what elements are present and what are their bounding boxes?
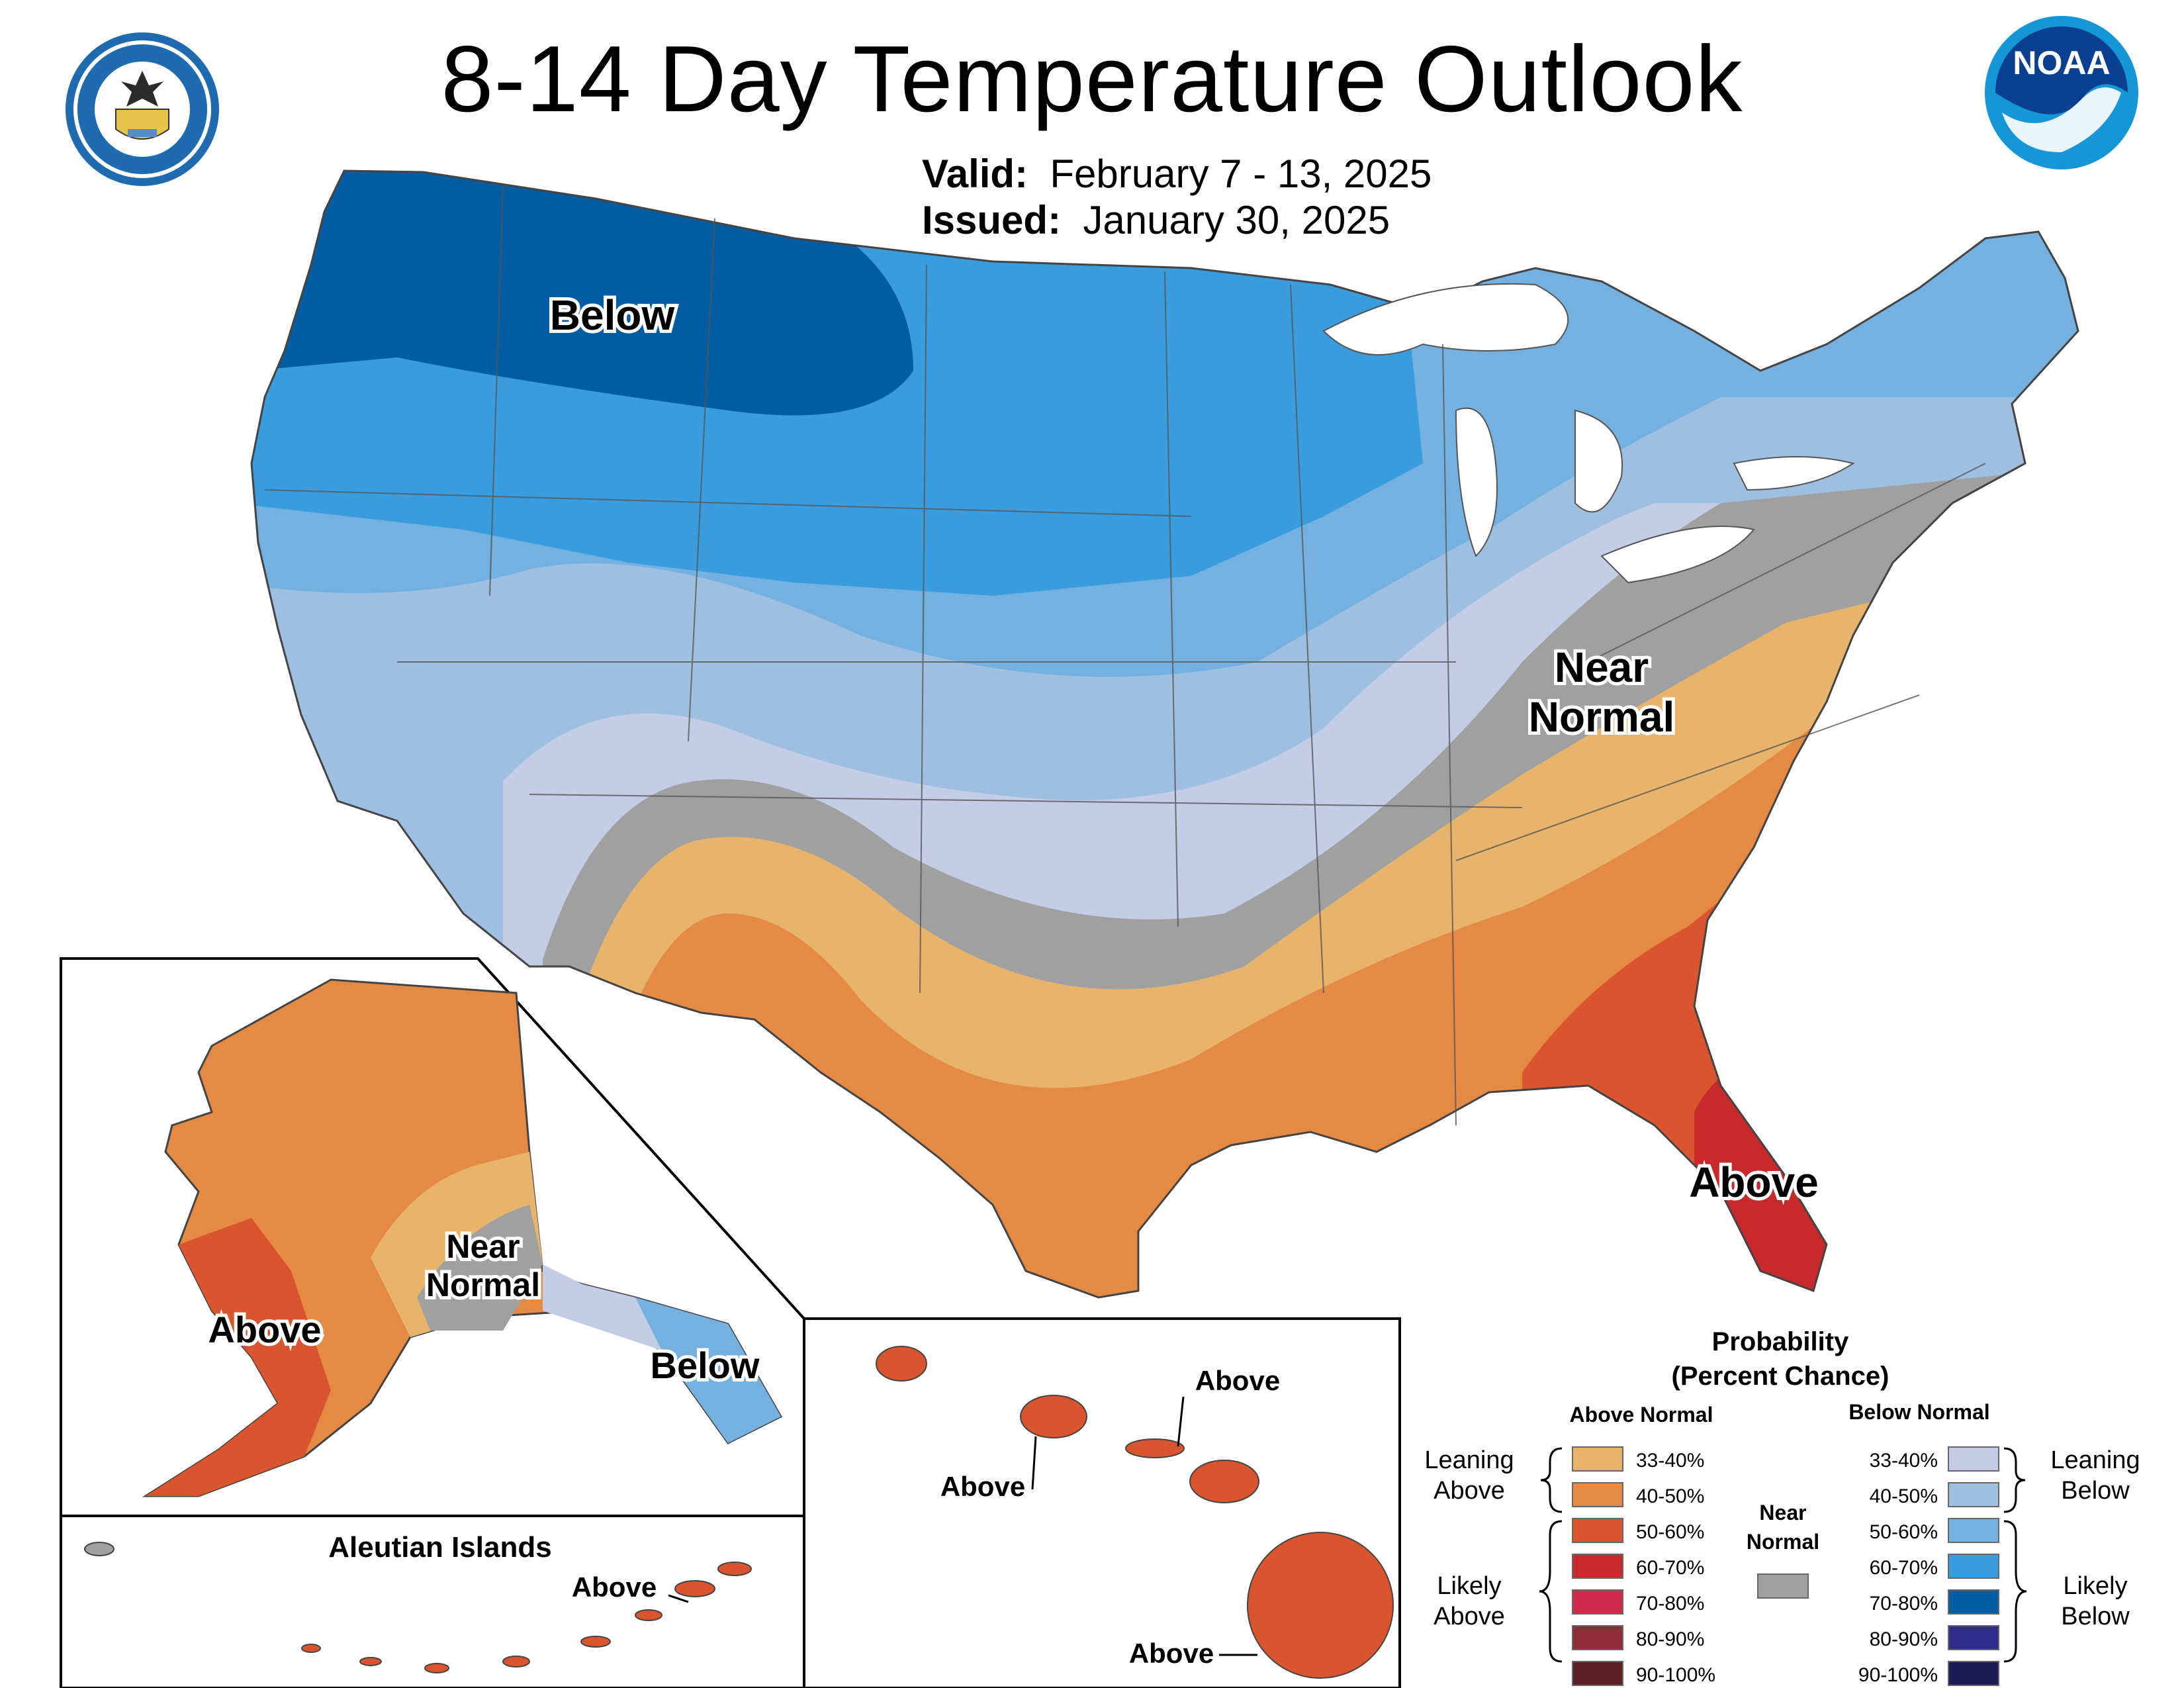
below-legend-label: 60-70% (1870, 1557, 1938, 1579)
below-legend-swatch (1948, 1482, 1999, 1507)
near-normal-line2: Normal (1747, 1530, 1819, 1554)
above-legend-swatch (1572, 1589, 1623, 1615)
page-title: 8-14 Day Temperature Outlook (441, 26, 1743, 132)
below-legend-label: 90-100% (1858, 1664, 1938, 1686)
above-legend-label: 40-50% (1636, 1485, 1704, 1507)
ak-above-label: Above (208, 1309, 321, 1350)
valid-label: Valid: (922, 152, 1028, 196)
below-legend-swatch (1948, 1446, 1999, 1472)
below-legend-label: 80-90% (1870, 1628, 1938, 1650)
likely-below-line2: Below (2061, 1603, 2130, 1630)
below-legend-swatch (1948, 1625, 1999, 1650)
doc-seal-icon (66, 32, 219, 186)
below-normal-header: Below Normal (1848, 1400, 1989, 1424)
below-legend-swatch (1948, 1661, 1999, 1686)
oahu-island (1020, 1395, 1087, 1438)
legend: Probability (Percent Chance) Above Norma… (1424, 1327, 2140, 1686)
legend-title-line1: Probability (1712, 1327, 1849, 1356)
likely-above-line2: Above (1433, 1603, 1505, 1630)
legend-title-line2: (Percent Chance) (1672, 1362, 1889, 1391)
above-legend-swatch (1572, 1661, 1623, 1686)
below-legend-label: 40-50% (1870, 1485, 1938, 1507)
issued-date: Issued: January 30, 2025 (922, 197, 1390, 243)
above-legend-swatch (1572, 1554, 1623, 1579)
aleutian-title: Aleutian Islands (328, 1531, 551, 1564)
conus-above-label: Above (1689, 1158, 1819, 1206)
below-legend-label: 50-60% (1870, 1521, 1938, 1543)
aleutian-above-label: Above (572, 1571, 657, 1603)
hi-above-label-2: Above (940, 1471, 1025, 1502)
below-legend-swatch (1948, 1518, 1999, 1543)
conus-near-label-line1: Near (1555, 643, 1649, 691)
noaa-logo-text: NOAA (2013, 44, 2110, 81)
molokai-island (1125, 1438, 1185, 1458)
above-legend-swatch (1572, 1446, 1623, 1472)
below-legend-label: 70-80% (1870, 1593, 1938, 1615)
ak-near-label-line2: Normal (426, 1266, 540, 1303)
aleutian-inset: Aleutian Islands Above (60, 1515, 805, 1688)
leaning-above-line1: Leaning (1424, 1446, 1514, 1474)
ak-below-label: Below (651, 1344, 760, 1386)
noaa-logo-icon: NOAA (1985, 16, 2138, 169)
near-normal-swatch (1757, 1573, 1809, 1599)
ak-near-label-line1: Near (446, 1228, 520, 1265)
valid-dates: Valid: February 7 - 13, 2025 (922, 151, 1432, 197)
likely-below-line1: Likely (2063, 1572, 2127, 1600)
conus-below-label: Below (550, 291, 675, 339)
kauai-island (876, 1346, 927, 1382)
above-legend-label: 70-80% (1636, 1593, 1704, 1615)
hawaii-inset: Above Above Above (803, 1317, 1401, 1688)
above-legend-label: 80-90% (1636, 1628, 1704, 1650)
big-island (1247, 1532, 1394, 1679)
above-legend-swatch (1572, 1482, 1623, 1507)
leaning-below-line2: Below (2061, 1477, 2130, 1505)
below-legend-swatch (1948, 1554, 1999, 1579)
alaska-inset: Above Near Normal Below (60, 957, 805, 1517)
near-normal-line1: Near (1759, 1501, 1806, 1524)
above-legend-label: 50-60% (1636, 1521, 1704, 1543)
conus-near-label-line2: Normal (1529, 693, 1675, 741)
hi-above-label-3: Above (1129, 1638, 1214, 1669)
above-legend-swatch (1572, 1625, 1623, 1650)
above-legend-swatch (1572, 1518, 1623, 1543)
below-legend-items: 33-40% 40-50% 50-60% 60-70% 70-80% 80-90% 90-1… (1858, 1446, 1999, 1686)
above-normal-header: Above Normal (1570, 1403, 1713, 1427)
likely-above-line1: Likely (1437, 1572, 1501, 1600)
above-legend-label: 90-100% (1636, 1664, 1715, 1686)
above-legend-label: 33-40% (1636, 1450, 1704, 1472)
maui-island (1189, 1460, 1259, 1503)
above-legend-items: 33-40% 40-50% 50-60% 60-70% 70-80% 80-90% 90-1… (1572, 1446, 1715, 1686)
hi-above-label-1: Above (1195, 1365, 1280, 1396)
issued-value: January 30, 2025 (1083, 198, 1390, 242)
below-legend-label: 33-40% (1870, 1450, 1938, 1472)
above-legend-label: 60-70% (1636, 1557, 1704, 1579)
issued-label: Issued: (922, 198, 1062, 242)
leaning-below-line1: Leaning (2050, 1446, 2140, 1474)
leaning-above-line2: Above (1433, 1477, 1505, 1505)
below-legend-swatch (1948, 1589, 1999, 1615)
valid-value: February 7 - 13, 2025 (1050, 152, 1432, 196)
